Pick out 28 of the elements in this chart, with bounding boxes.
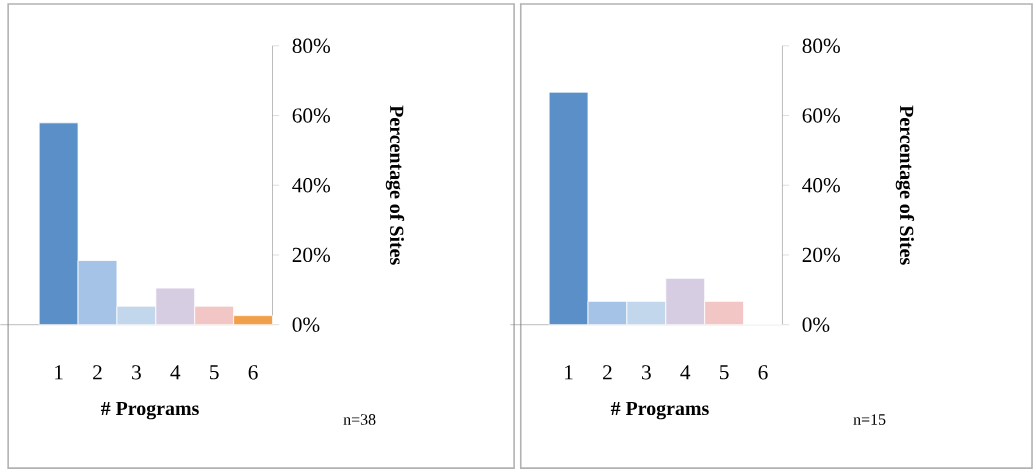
x-axis-title: # Programs (610, 401, 709, 420)
text: n=15 (853, 414, 886, 425)
x-tick-label: 2 (93, 365, 102, 380)
x-tick-label: 6 (758, 365, 768, 380)
y-axis-title: Percentage of Sites (385, 105, 405, 265)
y-tick-label: 60% (802, 108, 840, 123)
x-tick-label: 1 (55, 365, 63, 380)
x-tick-label: 6 (248, 365, 258, 380)
x-tick-label: 4 (680, 365, 691, 380)
x-tick-label: 4 (170, 365, 181, 380)
x-tick-label: 3 (642, 365, 651, 380)
y-tick-label: 40% (802, 178, 840, 193)
x-tick-label: 1 (565, 365, 573, 380)
x-tick-label: 3 (132, 365, 141, 380)
x-tick-label: 5 (210, 365, 219, 380)
y-tick-label: 80% (292, 38, 331, 53)
x-tick-label: 5 (720, 365, 729, 380)
y-tick-label: 0% (292, 317, 320, 332)
y-tick-label: 20% (292, 247, 331, 263)
text: n=38 (343, 414, 376, 425)
y-tick-label: 20% (802, 247, 840, 263)
y-tick-label: 80% (802, 38, 840, 53)
x-tick-label: 2 (603, 365, 612, 380)
y-tick-label: 0% (802, 317, 830, 332)
x-axis-title: # Programs (100, 401, 199, 420)
y-axis-title: Percentage of Sites (895, 105, 915, 265)
y-tick-label: 40% (292, 178, 331, 193)
y-tick-label: 60% (292, 108, 331, 123)
